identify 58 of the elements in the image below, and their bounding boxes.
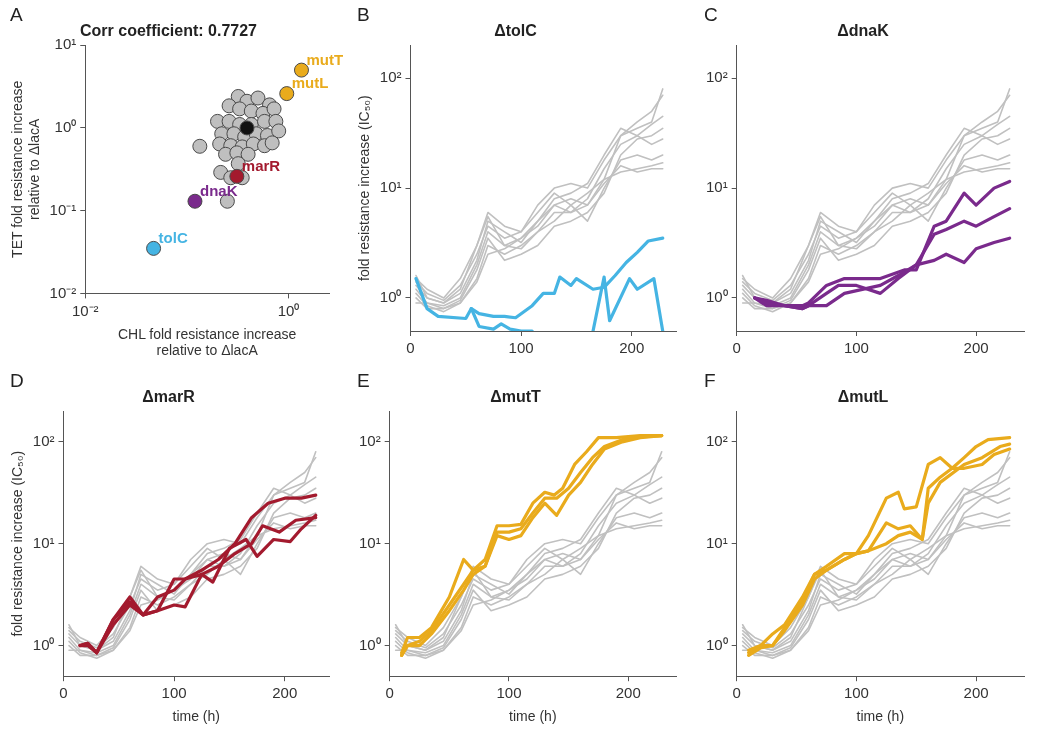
- y-tick-label: 10⁰: [706, 288, 728, 306]
- x-tick-label: 0: [59, 684, 68, 702]
- x-tick-label: 100: [843, 684, 869, 702]
- x-tick-label: 100: [161, 684, 187, 702]
- x-tick-label: 100: [508, 339, 534, 357]
- x-tick-label: 0: [385, 684, 394, 702]
- chart-title: ΔmutL: [837, 388, 889, 406]
- text: F: [704, 369, 716, 391]
- x-axis-title: time (h): [509, 708, 557, 725]
- y-tick-label: 10⁰: [32, 635, 55, 653]
- x-tick-label: 200: [272, 684, 298, 702]
- y-tick-label: 10⁻¹: [49, 200, 77, 218]
- x-tick-label: 0: [406, 339, 415, 357]
- y-axis-title: TET fold resistance increase relative to ΔlacA: [9, 80, 43, 258]
- x-axis-title: CHL fold resistance increase relative to ΔlacA: [117, 325, 297, 359]
- text: A: [10, 3, 23, 25]
- series-label: mutL: [291, 74, 329, 92]
- y-tick-label: 10¹: [54, 35, 77, 53]
- text: E: [357, 369, 370, 391]
- text: B: [357, 3, 370, 25]
- y-tick-label: 10⁰: [54, 118, 77, 136]
- series-label: marR: [241, 156, 281, 174]
- x-axis-title: time (h): [172, 708, 220, 725]
- chart-title: ΔdnaK: [837, 22, 890, 40]
- y-tick-label: 10²: [359, 432, 381, 449]
- y-tick-label: 10¹: [706, 533, 728, 551]
- text: D: [10, 369, 24, 391]
- y-tick-label: 10¹: [32, 533, 55, 551]
- x-tick-label: 0: [732, 684, 741, 702]
- y-tick-label: 10¹: [379, 178, 402, 196]
- x-tick-label: 0: [732, 339, 741, 357]
- chart-title: ΔtolC: [494, 22, 538, 40]
- x-tick-label: 200: [615, 684, 641, 702]
- chart-title: ΔmutT: [490, 388, 542, 406]
- x-axis-title: time (h): [856, 708, 905, 725]
- y-axis-title: fold resistance increase (IC₅₀): [9, 450, 26, 637]
- y-tick-label: 10¹: [359, 533, 381, 551]
- y-tick-label: 10⁰: [359, 635, 381, 653]
- y-axis-title: fold resistance increase (IC₅₀): [356, 95, 373, 281]
- x-tick-label: 100: [843, 339, 869, 357]
- y-tick-label: 10⁰: [379, 288, 402, 306]
- y-tick-label: 10²: [706, 432, 728, 449]
- chart-title: Corr coefficient: 0.7727: [80, 22, 258, 40]
- y-tick-label: 10⁰: [706, 635, 728, 653]
- x-tick-label: 100: [496, 684, 522, 702]
- series-label: tolC: [158, 229, 188, 247]
- chart-title: ΔmarR: [142, 388, 196, 406]
- text: C: [704, 3, 718, 25]
- series-label: mutT: [306, 50, 344, 68]
- series-label: dnaK: [199, 181, 238, 199]
- y-tick-label: 10⁻²: [49, 283, 77, 301]
- x-tick-label: 200: [963, 339, 989, 357]
- y-tick-label: 10²: [32, 432, 55, 449]
- y-tick-label: 10²: [706, 68, 728, 86]
- x-tick-label: 200: [963, 684, 989, 702]
- y-tick-label: 10¹: [706, 178, 728, 196]
- y-tick-label: 10²: [379, 68, 402, 86]
- x-tick-label: 200: [619, 339, 645, 357]
